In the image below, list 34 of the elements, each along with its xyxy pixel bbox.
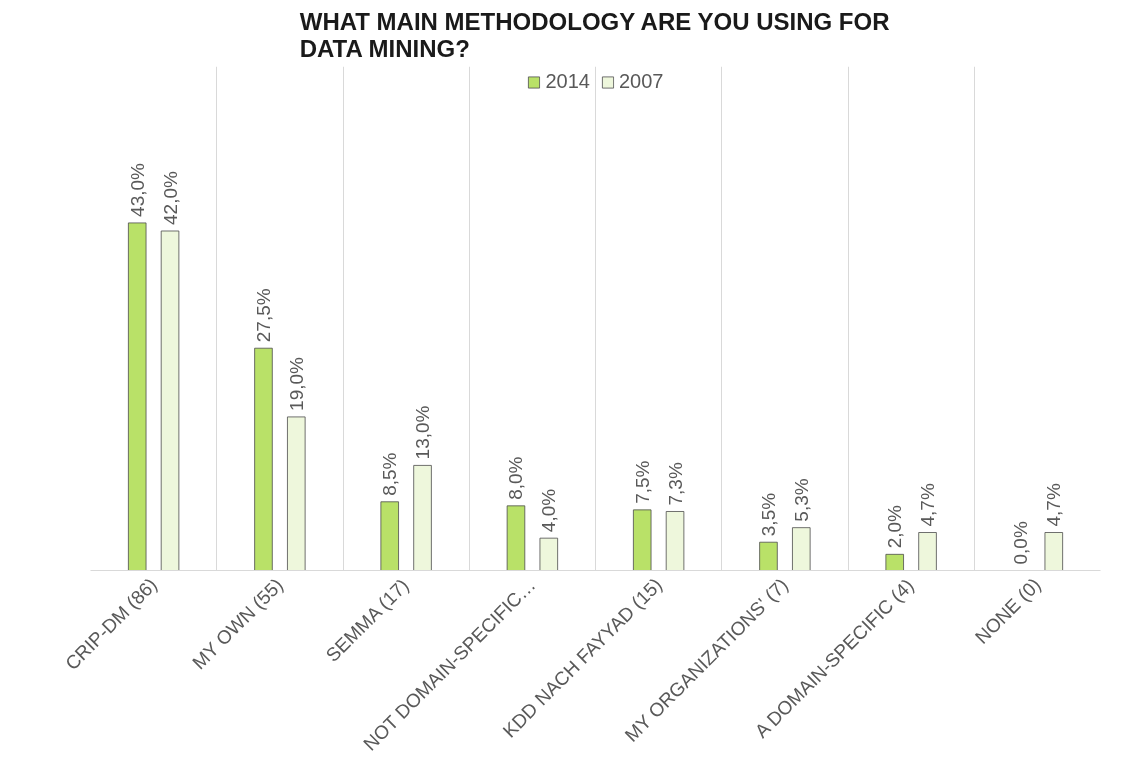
bar: [506, 505, 526, 571]
data-label: 43,0%: [126, 162, 148, 217]
data-label: 19,0%: [285, 356, 307, 411]
bar: [885, 553, 904, 571]
bar: [127, 222, 147, 571]
data-label: 2,0%: [884, 504, 906, 549]
bar: [254, 347, 273, 571]
data-label: 13,0%: [412, 405, 434, 460]
data-label: 7,5%: [631, 460, 653, 504]
data-label: 0,0%: [1010, 521, 1032, 565]
bar: [413, 465, 432, 571]
bar: [287, 416, 306, 571]
bar: [160, 230, 180, 571]
bar: [792, 527, 811, 571]
data-label: 5,3%: [790, 478, 812, 522]
chart-title: WHAT MAIN METHODOLOGY ARE YOU USING FOR DATA MINING?: [299, 7, 890, 62]
bar: [759, 541, 778, 571]
bar: [632, 509, 652, 571]
data-label: 8,0%: [505, 456, 527, 500]
data-label: 4,0%: [538, 488, 560, 533]
data-label: 7,3%: [664, 462, 686, 506]
data-label: 8,5%: [379, 452, 401, 496]
bar: [539, 537, 559, 571]
bar: [1044, 532, 1064, 571]
legend-label: 2014: [545, 70, 590, 93]
data-label: 3,5%: [757, 492, 779, 537]
data-label: 27,5%: [252, 288, 274, 343]
data-label: 4,7%: [917, 483, 939, 527]
bar: [918, 532, 937, 571]
data-label: 4,7%: [1043, 483, 1065, 527]
bar: [380, 501, 399, 571]
bar: [665, 511, 685, 571]
legend-label: 2007: [619, 70, 664, 93]
data-label: 42,0%: [159, 171, 181, 225]
